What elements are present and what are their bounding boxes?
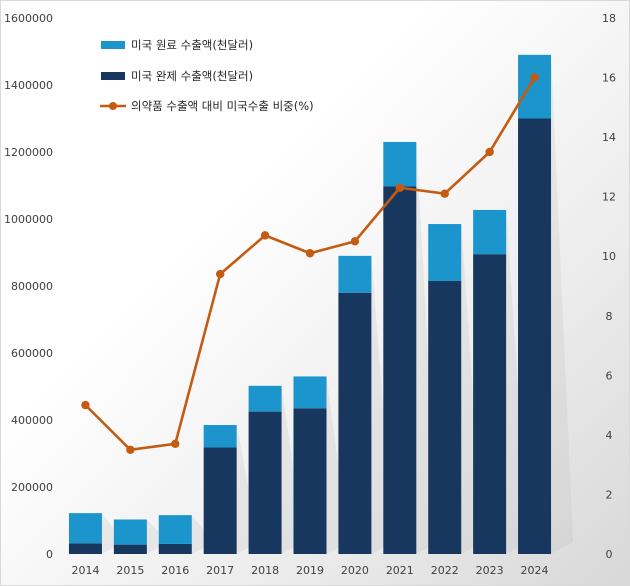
bar-finished-export [383, 186, 417, 554]
bar-raw-material-export [293, 376, 327, 409]
left-y-tick-label: 600000 [11, 347, 53, 360]
bar-raw-material-export [158, 515, 192, 544]
bar-series-group [68, 54, 574, 555]
right-y-tick-label: 0 [606, 548, 613, 561]
right-y-tick-label: 10 [602, 250, 616, 263]
line-point [485, 147, 494, 157]
x-tick-label: 2024 [521, 564, 549, 577]
bar-finished-export [203, 447, 237, 554]
bar-raw-material-export [338, 255, 372, 293]
legend-line-marker [109, 102, 117, 110]
right-y-tick-label: 4 [606, 429, 613, 442]
bar-raw-material-export [113, 519, 147, 545]
line-point [350, 237, 360, 246]
bar-raw-material-export [203, 425, 237, 448]
left-y-tick-label: 1600000 [4, 12, 53, 25]
bar-shadow [551, 54, 574, 554]
x-tick-label: 2015 [116, 564, 144, 577]
bar-finished-export [293, 408, 327, 554]
bar-raw-material-export [248, 385, 282, 412]
left-y-tick-label: 200000 [11, 481, 53, 494]
x-axis: 2014 2015 2016 2017 2018 2019 2020 2021 2022 2023… [71, 564, 548, 577]
right-y-tick-label: 18 [602, 12, 616, 25]
bar-raw-material-export [473, 209, 507, 255]
bar-finished-export [473, 254, 507, 555]
x-tick-label: 2020 [341, 564, 369, 577]
x-tick-label: 2017 [206, 564, 234, 577]
bar-raw-material-export [383, 141, 417, 187]
line-point [395, 183, 405, 192]
bar-finished-export [428, 280, 462, 554]
legend-label: 미국 완제 수출액(천달러) [131, 69, 253, 83]
left-y-tick-label: 400000 [11, 414, 53, 427]
bar-finished-export [338, 292, 372, 554]
x-tick-label: 2023 [476, 564, 504, 577]
left-y-tick-label: 0 [46, 548, 53, 561]
bar-finished-export [113, 544, 147, 554]
bar-raw-material-export [68, 513, 102, 544]
left-y-tick-label: 1200000 [4, 146, 53, 159]
x-tick-label: 2018 [251, 564, 279, 577]
bar-finished-export [518, 118, 552, 554]
left-y-tick-label: 1000000 [4, 213, 53, 226]
bar-shadow [146, 519, 169, 554]
right-y-tick-label: 14 [602, 131, 616, 144]
x-tick-label: 2019 [296, 564, 324, 577]
bar-raw-material-export [428, 224, 462, 281]
right-y-tick-label: 2 [606, 488, 613, 501]
line-point [260, 231, 270, 240]
legend-label: 미국 원료 수출액(천달러) [131, 38, 253, 52]
line-point [126, 445, 135, 454]
bar-raw-material-export [518, 54, 552, 119]
legend: 미국 원료 수출액(천달러) 미국 완제 수출액(천달러) 의약품 수출액 대비 미… [100, 38, 314, 113]
x-tick-label: 2022 [431, 564, 459, 577]
bar-finished-export [248, 411, 282, 554]
x-tick-label: 2014 [71, 564, 99, 577]
x-tick-label: 2016 [161, 564, 189, 577]
legend-label: 의약품 수출액 대비 미국수출 비중(%) [131, 99, 314, 113]
left-y-tick-label: 1400000 [4, 79, 53, 92]
legend-swatch [101, 41, 125, 49]
line-point [171, 439, 180, 449]
x-tick-label: 2021 [386, 564, 414, 577]
line-point [81, 400, 90, 410]
line-series-group [81, 73, 539, 454]
left-y-axis: 0 200000 400000 600000 800000 1000000 1200000 1… [4, 12, 53, 561]
right-y-tick-label: 12 [602, 191, 616, 204]
left-y-tick-label: 800000 [11, 280, 53, 293]
line-point [215, 269, 225, 279]
line-point [305, 249, 315, 258]
bar-finished-export [68, 543, 102, 554]
bar-finished-export [158, 543, 192, 554]
line-point [530, 73, 539, 82]
line-point [440, 189, 449, 198]
legend-swatch [101, 72, 125, 80]
right-y-tick-label: 16 [602, 72, 616, 85]
right-y-tick-label: 8 [606, 310, 613, 323]
right-y-axis: 0 2 4 6 8 10 12 14 16 18 [602, 12, 616, 561]
right-y-tick-label: 6 [606, 369, 613, 382]
